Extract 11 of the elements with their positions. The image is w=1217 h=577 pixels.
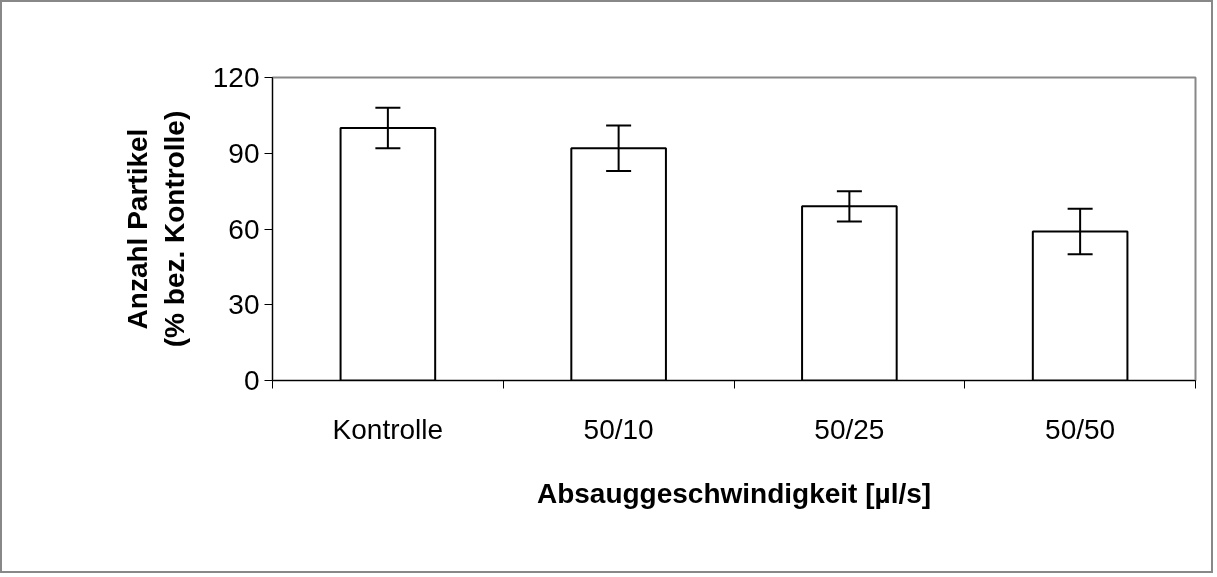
x-tick-label: 50/50 bbox=[1045, 413, 1116, 445]
y-tick-label: 120 bbox=[212, 62, 260, 93]
x-tick-label: Kontrolle bbox=[332, 413, 444, 445]
y-tick-label: 60 bbox=[228, 213, 260, 245]
y-tick-label: 30 bbox=[228, 289, 260, 321]
x-axis-title: Absauggeschwindigkeit [µl/s] bbox=[536, 477, 932, 509]
y-tick-label: 90 bbox=[228, 137, 260, 169]
x-tick-label: 50/10 bbox=[583, 413, 654, 445]
y-axis-title: Anzahl Partikel (% bez. Kontrolle) bbox=[121, 110, 190, 348]
y-tick-label: 0 bbox=[243, 365, 260, 396]
x-tick-label: 50/25 bbox=[814, 413, 885, 445]
